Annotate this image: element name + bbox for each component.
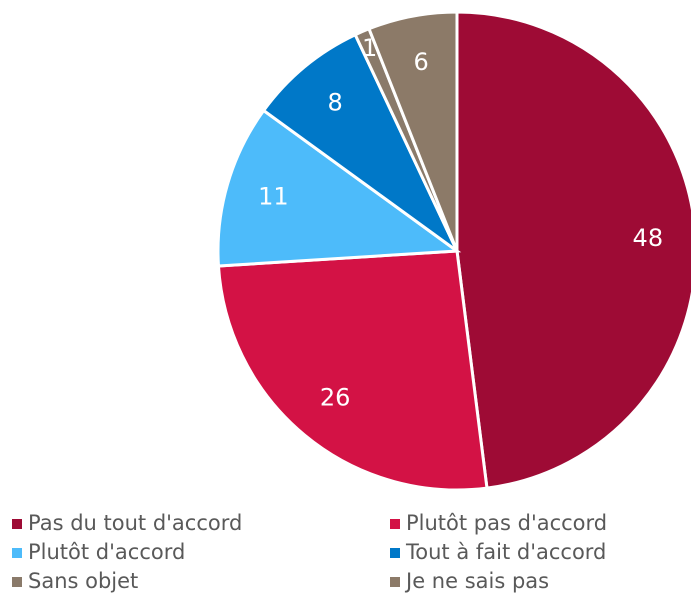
slice-label: 6 — [414, 48, 429, 76]
legend-label: Plutôt d'accord — [28, 540, 185, 564]
legend-swatch — [12, 548, 22, 558]
pie-slice — [455, 10, 691, 490]
legend-swatch — [390, 548, 400, 558]
legend-swatch — [390, 577, 400, 587]
pie-slice — [216, 108, 462, 268]
slice-label: 8 — [327, 89, 342, 117]
legend-label: Je ne sais pas — [404, 569, 549, 593]
legend-label: Plutôt pas d'accord — [406, 511, 607, 535]
slice-label: 26 — [320, 383, 351, 411]
legend-label: Sans objet — [28, 569, 138, 593]
legend-swatch — [12, 577, 22, 587]
pie-slice — [261, 32, 459, 253]
legend-label: Pas du tout d'accord — [28, 511, 242, 535]
pie-slice — [216, 249, 489, 492]
legend-swatch — [12, 519, 22, 529]
slice-label: 11 — [258, 183, 289, 211]
slice-label: 48 — [633, 224, 664, 252]
legend-swatch — [390, 519, 400, 529]
pie-slice — [367, 10, 459, 252]
legend-label: Tout à fait d'accord — [405, 540, 606, 564]
